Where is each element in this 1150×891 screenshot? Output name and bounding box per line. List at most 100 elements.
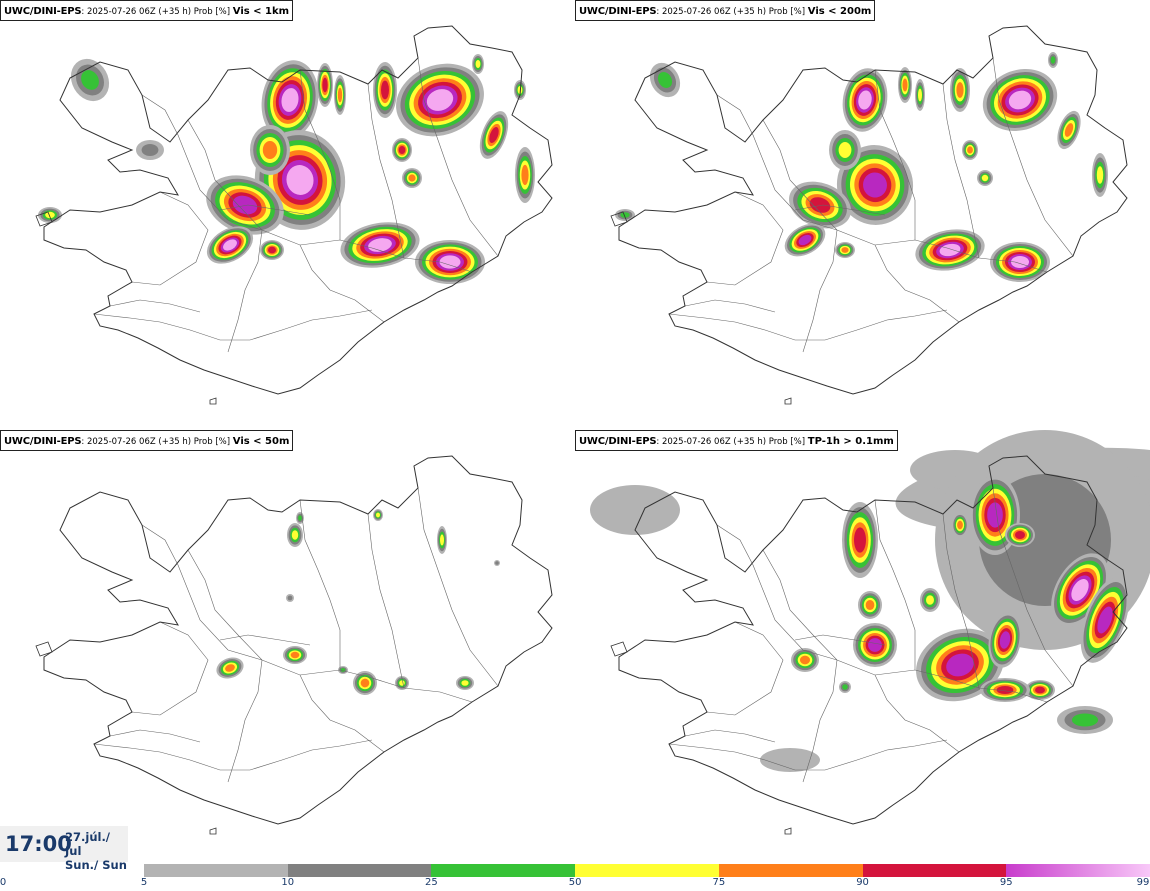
prob-contour <box>232 195 258 215</box>
valid-date: 27.júl./ Jul Sun./ Sun <box>65 830 128 872</box>
scale-tick-label: 5 <box>140 877 148 888</box>
prob-contour <box>865 599 875 611</box>
road-line <box>942 513 980 689</box>
scale-segment <box>144 864 289 877</box>
island-path <box>35 211 53 227</box>
iceland-coastline <box>35 25 553 405</box>
prob-contour <box>461 680 469 686</box>
road-line <box>668 309 948 341</box>
road-line <box>417 487 499 687</box>
road-line <box>219 204 311 216</box>
prob-contour <box>286 165 314 195</box>
prob-contour <box>620 212 630 218</box>
scale-tick-label: 25 <box>425 877 438 888</box>
road-line <box>299 69 341 240</box>
road-line <box>942 83 980 259</box>
prob-contour <box>521 164 529 186</box>
field-precip <box>590 430 1150 772</box>
road-line <box>187 549 473 703</box>
valid-time-box: 17:00 27.júl./ Jul Sun./ Sun <box>0 826 128 872</box>
map-svg <box>35 455 553 835</box>
panel-title: UWC/DINI-EPS: 2025-07-26 06Z (+35 h) Pro… <box>575 430 898 451</box>
map-svg <box>610 25 1128 405</box>
prob-contour <box>489 127 499 143</box>
road-line <box>109 299 201 313</box>
prob-contour <box>799 655 811 665</box>
road-line <box>794 204 886 216</box>
valid-date-line1: 27.júl./ Jul <box>65 830 111 858</box>
road-line <box>109 729 201 743</box>
prob-contour <box>426 89 454 111</box>
island-path <box>35 641 53 657</box>
panel-title: UWC/DINI-EPS: 2025-07-26 06Z (+35 h) Pro… <box>0 430 294 451</box>
prob-contour <box>957 520 963 530</box>
prob-contour <box>381 80 389 100</box>
prob-contour <box>854 527 866 553</box>
road-line <box>131 191 209 286</box>
road-line <box>716 524 838 661</box>
island-path <box>209 397 217 405</box>
prob-contour <box>398 146 406 154</box>
scale-segment <box>718 864 864 877</box>
road-line <box>131 621 209 716</box>
field-vis-50m <box>216 509 500 695</box>
road-line <box>802 659 838 783</box>
prob-contour <box>981 174 989 182</box>
prob-contour <box>475 60 481 68</box>
prob-contour <box>1015 531 1025 539</box>
road-network <box>93 57 499 353</box>
road-line <box>219 634 311 646</box>
prob-contour <box>842 684 848 690</box>
road-line <box>874 674 960 753</box>
iceland-coastline <box>35 455 553 835</box>
scale-tick-label: 0 <box>0 877 7 888</box>
map-svg <box>35 25 553 405</box>
prob-contour <box>946 653 974 677</box>
prob-contour <box>760 748 820 772</box>
road-line <box>874 69 916 240</box>
prob-contour <box>322 77 328 93</box>
prob-contour <box>838 142 852 158</box>
island-path <box>784 397 792 405</box>
prob-contour <box>798 234 812 246</box>
road-line <box>367 513 405 689</box>
coastline-path <box>43 25 553 395</box>
island-path <box>209 827 217 835</box>
road-line <box>684 729 776 743</box>
prob-contour <box>956 82 964 98</box>
prob-contour <box>291 530 299 540</box>
panel-title: UWC/DINI-EPS: 2025-07-26 06Z (+35 h) Pro… <box>0 0 294 21</box>
prob-contour <box>590 485 680 535</box>
road-network <box>93 487 499 783</box>
probability-fields <box>615 52 1108 282</box>
map-panel-vis-1km: UWC/DINI-EPS: 2025-07-26 06Z (+35 h) Pro… <box>0 0 575 430</box>
prob-contour <box>868 638 882 652</box>
prob-contour <box>1096 166 1104 184</box>
prob-contour <box>298 515 302 521</box>
map-svg <box>590 430 1150 835</box>
iceland-coastline <box>610 455 1128 835</box>
map-panel-vis-50m: UWC/DINI-EPS: 2025-07-26 06Z (+35 h) Pro… <box>0 430 575 860</box>
field-vis-1km <box>38 54 535 284</box>
island-path <box>610 641 628 657</box>
road-line <box>716 94 838 231</box>
prob-contour <box>141 144 159 156</box>
prob-contour <box>81 70 99 90</box>
prob-contour <box>926 595 934 605</box>
road-network <box>668 57 1074 353</box>
prob-contour <box>1071 713 1099 727</box>
scale-segment <box>862 864 1007 877</box>
road-line <box>668 739 948 771</box>
map-panel-precip: UWC/DINI-EPS: 2025-07-26 06Z (+35 h) Pro… <box>575 430 1150 860</box>
prob-contour <box>399 680 405 686</box>
road-line <box>874 499 916 670</box>
valid-time: 17:00 <box>5 832 72 856</box>
color-scale-bar <box>144 864 1150 877</box>
prob-contour <box>439 255 461 269</box>
road-line <box>706 621 784 716</box>
prob-contour <box>918 88 922 102</box>
road-line <box>684 299 776 313</box>
prob-contour <box>290 651 300 659</box>
prob-contour <box>902 78 908 92</box>
map-panel-vis-200m: UWC/DINI-EPS: 2025-07-26 06Z (+35 h) Pro… <box>575 0 1150 430</box>
